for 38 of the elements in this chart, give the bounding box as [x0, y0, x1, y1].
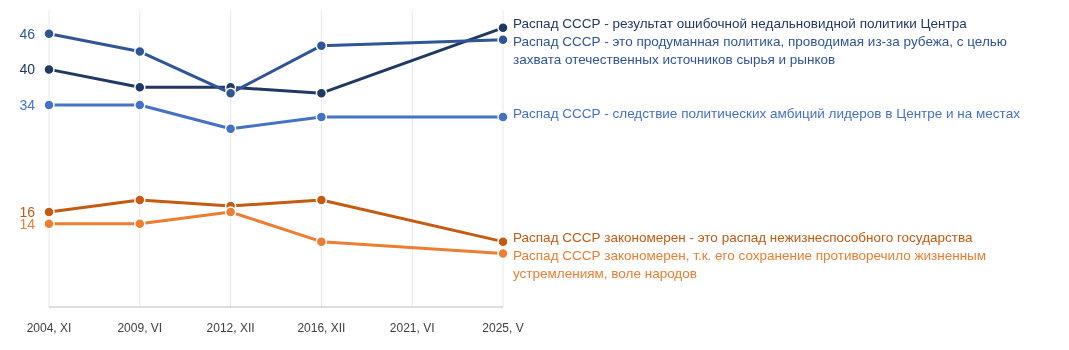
x-tick-label: 2025, V: [482, 320, 524, 335]
point: [134, 81, 146, 93]
point: [224, 123, 237, 135]
series-label: Распад СССР закономерен - это распад нежизнеспособного государства: [513, 230, 973, 246]
point: [315, 87, 328, 99]
point: [43, 99, 55, 111]
point: [224, 206, 237, 218]
point: [43, 218, 55, 230]
point: [43, 206, 55, 218]
data-label: 16: [19, 203, 36, 220]
series-label: Распад СССР - это продуманная политика, проводимая из-за рубежа, с целью захвата отечественных источников сырья и рынков: [513, 34, 1007, 68]
point: [134, 194, 146, 206]
data-label: 40: [19, 61, 36, 78]
series-label: Распад СССР - следствие политических амбиций лидеров в Центре и на местах: [513, 105, 1021, 121]
x-tick-label: 2004, XI: [26, 320, 72, 335]
point: [43, 63, 55, 76]
x-tick-label: 2021, VI: [389, 320, 435, 335]
x-tick-label: 2012, XII: [206, 320, 255, 335]
point: [497, 22, 509, 34]
series-label: Распад СССР закономерен, т.к. его сохранение противоречило жизненным устремлениям, воле народов: [513, 248, 987, 282]
point: [315, 235, 328, 248]
point: [315, 194, 328, 206]
point: [43, 28, 55, 40]
point: [497, 33, 509, 46]
point: [134, 99, 146, 111]
point: [134, 218, 146, 230]
x-tick-label: 2016, XII: [297, 320, 346, 335]
point: [134, 45, 146, 58]
point: [224, 87, 237, 99]
point: [315, 111, 328, 123]
point: [315, 39, 328, 52]
point: [497, 111, 509, 123]
point: [497, 247, 509, 260]
point: [497, 235, 509, 248]
data-label: 46: [19, 25, 36, 42]
data-label: 34: [19, 96, 36, 113]
series-label: Распад СССР - результат ошибочной недальновидной политики Центра: [513, 16, 968, 32]
x-tick-label: 2009, VI: [117, 320, 163, 335]
